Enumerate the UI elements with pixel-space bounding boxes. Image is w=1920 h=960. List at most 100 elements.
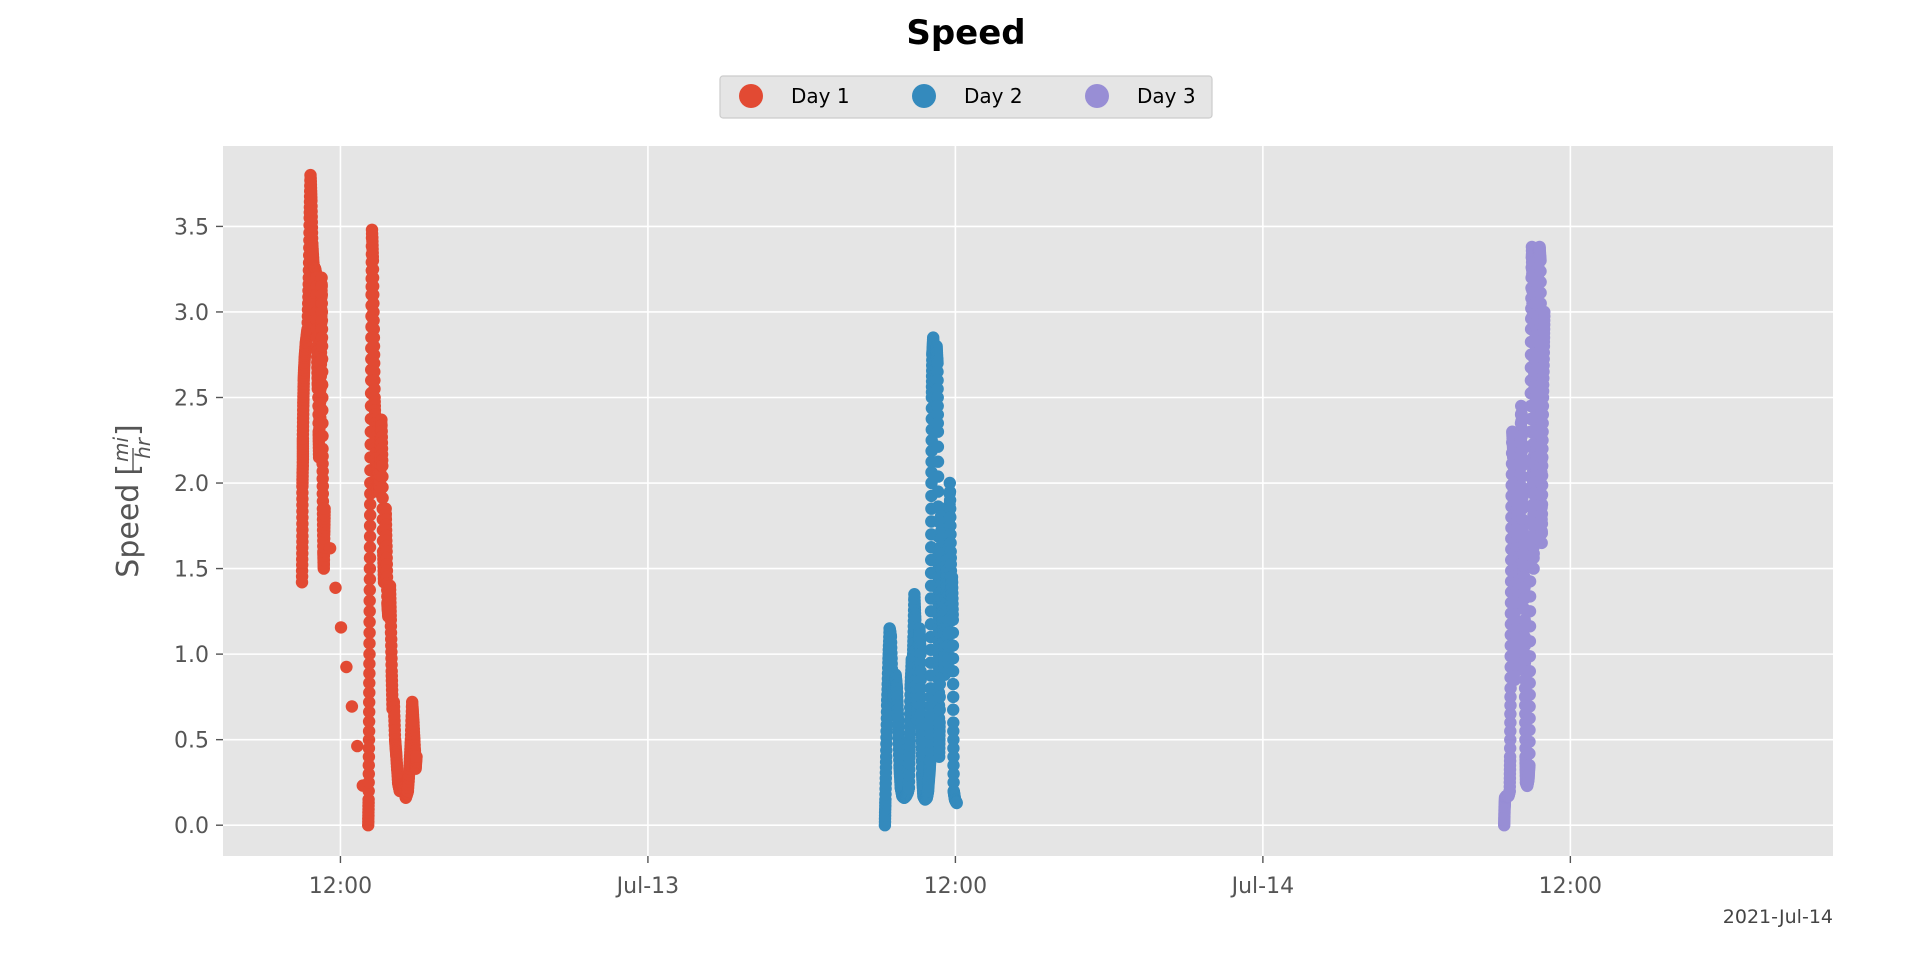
data-point: [1509, 613, 1522, 627]
data-point: [318, 502, 331, 515]
legend-box: [719, 75, 1213, 119]
data-point: [345, 700, 359, 713]
data-point: [1535, 517, 1549, 530]
x-tick-label: 12:00: [924, 874, 987, 899]
data-point: [367, 348, 381, 361]
data-point: [946, 677, 960, 691]
data-point: [947, 776, 960, 789]
data-point: [366, 271, 380, 284]
y-tick-label: 1.0: [174, 643, 209, 668]
data-point: [376, 470, 389, 483]
data-point: [315, 297, 328, 310]
data-point: [1523, 735, 1536, 748]
data-point: [1523, 620, 1537, 633]
data-point: [950, 796, 963, 810]
data-point: [363, 594, 376, 607]
data-point: [363, 519, 377, 532]
data-point: [947, 767, 960, 781]
legend-marker-day-3: [1085, 84, 1109, 108]
data-point: [931, 485, 945, 498]
data-point: [914, 699, 928, 712]
plot-area: [223, 146, 1833, 856]
data-point: [1527, 562, 1540, 575]
legend-label-day-2: Day 2: [964, 84, 1023, 108]
data-point: [367, 331, 381, 344]
data-point: [1504, 707, 1517, 721]
data-point: [931, 374, 944, 387]
data-point: [1534, 286, 1547, 299]
data-point: [1523, 723, 1536, 737]
data-point: [363, 696, 376, 709]
data-point: [1536, 434, 1549, 447]
data-point: [944, 502, 957, 515]
data-point: [947, 742, 960, 755]
y-axis-label: Speed[mihr]: [109, 424, 155, 577]
legend-label-day-1: Day 1: [791, 84, 850, 108]
data-points: [295, 168, 1551, 832]
chart-title: Speed: [906, 13, 1025, 53]
data-point: [1535, 536, 1548, 550]
x-tick-label: 12:00: [1539, 874, 1602, 899]
data-point: [315, 271, 328, 284]
data-point: [1534, 265, 1547, 278]
data-point: [1523, 635, 1537, 648]
data-point: [1523, 650, 1537, 663]
data-point: [1535, 527, 1549, 540]
data-point: [1523, 590, 1537, 603]
data-point: [363, 583, 376, 597]
data-point: [363, 615, 376, 629]
data-point: [315, 352, 329, 366]
y-axis: 0.0 0.5 1.0 1.5 2.0 2.5 3.0 3.5: [174, 215, 223, 839]
data-point: [1504, 733, 1517, 746]
data-point: [1523, 676, 1536, 690]
data-point: [1523, 605, 1537, 618]
data-point: [316, 404, 329, 417]
data-point: [947, 716, 960, 729]
data-point: [376, 491, 389, 505]
data-point: [315, 288, 328, 301]
data-point: [363, 605, 376, 618]
data-point: [914, 682, 927, 695]
data-point: [931, 382, 944, 396]
data-point: [1523, 747, 1536, 760]
data-point: [315, 314, 329, 327]
data-point: [323, 542, 337, 555]
data-point: [315, 305, 329, 319]
data-point: [947, 724, 960, 738]
data-point: [933, 703, 946, 716]
data-point: [367, 297, 380, 310]
data-point: [931, 399, 944, 413]
data-point: [1534, 254, 1547, 267]
data-point: [364, 498, 377, 511]
data-point: [316, 391, 329, 404]
data-point: [914, 647, 927, 661]
data-point: [363, 530, 377, 543]
data-point: [914, 665, 927, 678]
y-tick-label: 0.5: [174, 729, 209, 754]
x-axis-offset-label: 2021-Jul-14: [1723, 906, 1833, 928]
data-point: [946, 626, 960, 639]
data-point: [1535, 507, 1549, 521]
data-point: [1523, 759, 1536, 772]
data-point: [363, 573, 377, 586]
data-point: [316, 378, 329, 391]
data-point: [1536, 417, 1549, 430]
y-tick-label: 0.0: [174, 814, 209, 839]
data-point: [931, 440, 945, 453]
data-point: [364, 508, 377, 522]
data-point: [362, 715, 376, 728]
data-point: [946, 652, 960, 665]
data-point: [1504, 699, 1517, 712]
data-point: [329, 581, 342, 594]
data-point: [1536, 408, 1550, 421]
y-tick-label: 3.5: [174, 215, 209, 240]
y-axis-unit-numerator: mi: [109, 436, 133, 461]
data-point: [943, 476, 956, 490]
data-point: [363, 667, 376, 680]
data-point: [315, 340, 329, 353]
data-point: [1523, 665, 1537, 678]
data-point: [362, 750, 376, 763]
data-point: [363, 686, 376, 699]
data-point: [376, 481, 389, 494]
